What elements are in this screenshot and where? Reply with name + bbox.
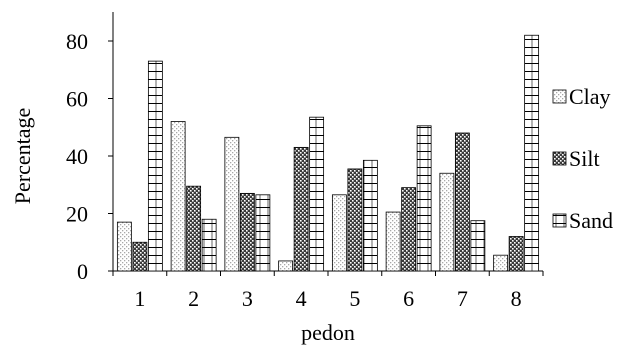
bar-clay-pedon-7 (439, 172, 455, 272)
x-axis-ticks: 1 2 3 4 5 6 7 8 (112, 271, 544, 311)
bar-clay-pedon-6 (385, 211, 401, 272)
bar-clay-pedon-4 (278, 260, 294, 272)
bar-silt-pedon-6 (401, 187, 417, 272)
bar-silt-pedon-4 (293, 146, 309, 272)
bar-clay-pedon-2 (170, 121, 186, 272)
bar-sand-pedon-7 (470, 220, 486, 272)
x-tick-label: 5 (349, 286, 360, 311)
legend-swatch-sand (552, 213, 567, 228)
bar-sand-pedon-1 (147, 60, 163, 272)
x-tick-label: 3 (242, 286, 253, 311)
bar-silt-pedon-8 (508, 236, 524, 272)
y-axis-ticks: 0 20 40 60 80 (66, 29, 113, 284)
y-tick-label: 60 (66, 87, 88, 112)
legend-swatch-silt (552, 151, 567, 166)
y-tick-label: 0 (77, 259, 88, 284)
bar-silt-pedon-1 (132, 241, 148, 272)
x-tick-label: 1 (134, 286, 145, 311)
x-tick-label: 2 (188, 286, 199, 311)
y-tick-label: 40 (66, 144, 88, 169)
bars (116, 34, 540, 272)
bar-sand-pedon-5 (362, 159, 378, 272)
legend-label-sand: Sand (569, 208, 613, 233)
bar-sand-pedon-8 (524, 34, 540, 272)
bar-sand-pedon-4 (309, 116, 325, 272)
y-tick-label: 20 (66, 202, 88, 227)
legend-label-silt: Silt (569, 146, 600, 171)
bar-sand-pedon-6 (416, 125, 432, 272)
bar-silt-pedon-2 (186, 185, 202, 272)
bar-silt-pedon-3 (239, 192, 255, 272)
bar-sand-pedon-2 (201, 218, 217, 272)
legend-swatch-clay (552, 89, 567, 104)
bar-clay-pedon-1 (116, 221, 132, 272)
x-tick-label: 7 (457, 286, 468, 311)
bar-silt-pedon-7 (454, 132, 470, 272)
x-tick-label: 6 (403, 286, 414, 311)
x-tick-label: 4 (296, 286, 307, 311)
bar-clay-pedon-8 (493, 254, 509, 272)
x-tick-label: 8 (511, 286, 522, 311)
bar-silt-pedon-5 (347, 168, 363, 272)
bar-clay-pedon-3 (224, 136, 240, 272)
legend: Clay Silt Sand (552, 84, 613, 233)
bar-sand-pedon-3 (255, 194, 271, 272)
y-tick-label: 80 (66, 29, 88, 54)
bar-clay-pedon-5 (331, 194, 347, 272)
y-axis-title: Percentage (10, 108, 35, 205)
legend-label-clay: Clay (569, 84, 611, 109)
x-axis-title: pedon (301, 320, 355, 345)
